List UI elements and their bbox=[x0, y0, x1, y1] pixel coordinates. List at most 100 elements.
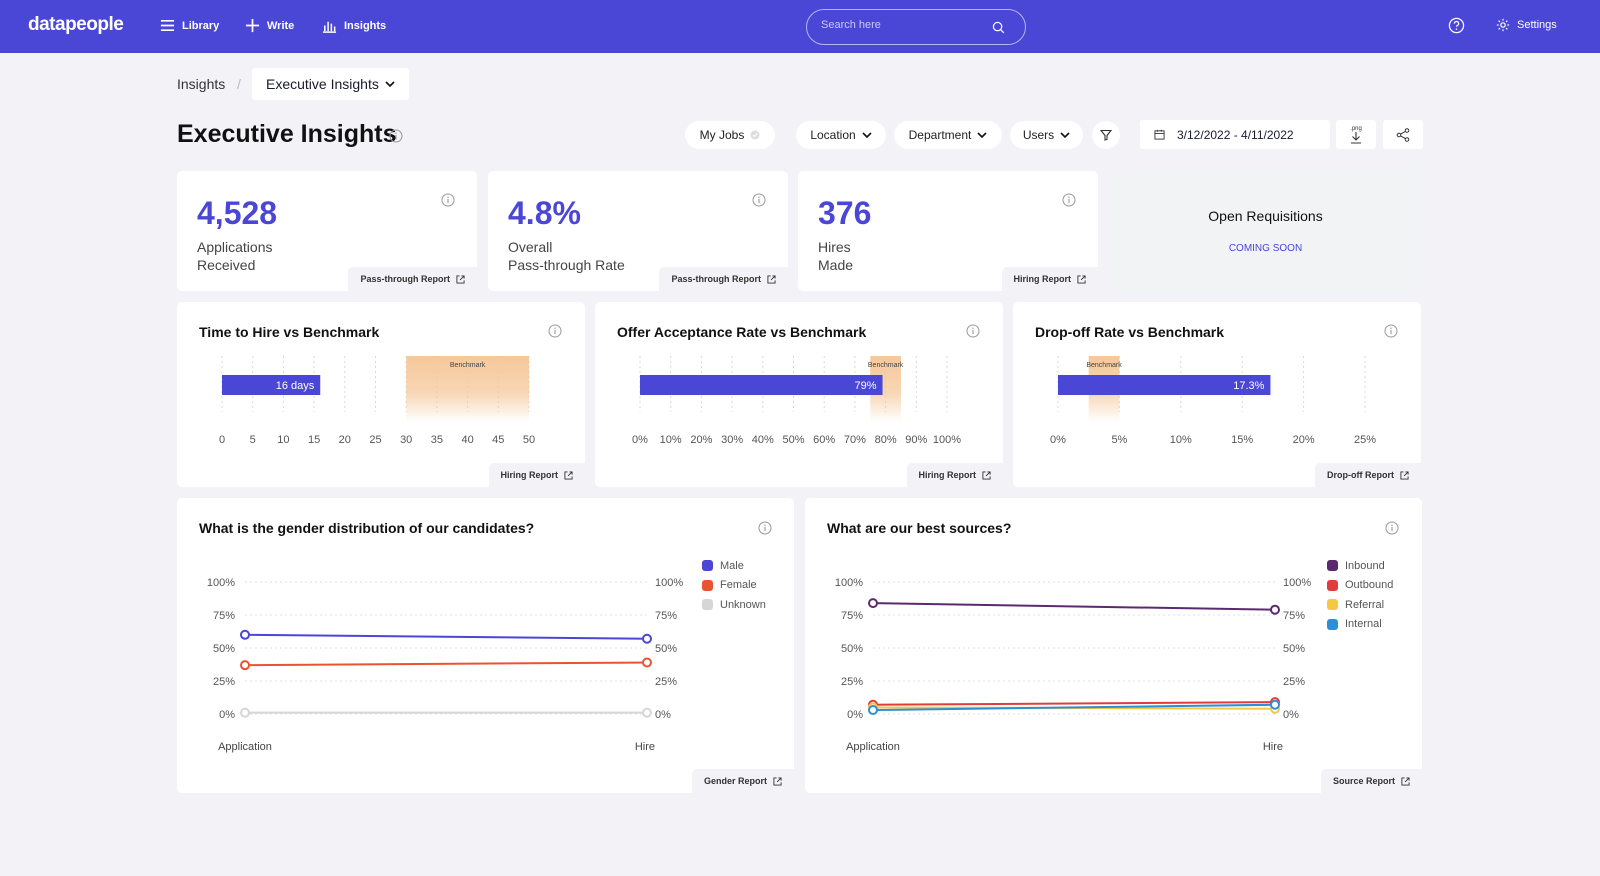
search-box bbox=[806, 9, 1026, 45]
y-tick-label: 75% bbox=[841, 610, 863, 622]
users-filter[interactable]: Users bbox=[1010, 121, 1083, 149]
gender-report-link[interactable]: Gender Report bbox=[691, 769, 794, 793]
tick-label: 20% bbox=[1293, 434, 1315, 446]
value-label: 79% bbox=[854, 380, 876, 392]
data-point bbox=[1270, 604, 1280, 615]
gear-icon bbox=[1496, 18, 1510, 32]
breadcrumb-dropdown[interactable]: Executive Insights bbox=[252, 68, 409, 100]
data-point bbox=[868, 598, 878, 609]
kpi-label-line2: Pass-through Rate bbox=[508, 257, 625, 273]
info-icon[interactable] bbox=[548, 324, 562, 338]
x-tick-label: Hire bbox=[635, 741, 655, 753]
kpi-label-line1: Hires bbox=[818, 239, 851, 255]
y-tick-label-right: 100% bbox=[655, 577, 683, 589]
benchmark-label: Benchmark bbox=[1086, 362, 1122, 369]
external-link-icon bbox=[982, 470, 991, 480]
y-tick-label: 100% bbox=[835, 577, 863, 589]
y-tick-label-right: 100% bbox=[1283, 577, 1311, 589]
legend-swatch bbox=[1327, 599, 1338, 611]
kpi-card-hires: 376 Hires Made Hiring Report bbox=[798, 171, 1098, 291]
search-icon[interactable] bbox=[992, 21, 1005, 34]
search-input[interactable] bbox=[821, 19, 991, 31]
hiring-report-link[interactable]: Hiring Report bbox=[906, 463, 1003, 487]
data-point bbox=[240, 629, 250, 640]
department-filter[interactable]: Department bbox=[894, 121, 1002, 149]
tick-label: 25 bbox=[369, 434, 381, 446]
legend-swatch bbox=[1327, 560, 1338, 572]
my-jobs-toggle[interactable]: My Jobs bbox=[685, 121, 775, 149]
info-icon[interactable] bbox=[441, 193, 455, 207]
pass-through-report-link[interactable]: Pass-through Report bbox=[348, 267, 477, 291]
tick-label: 10 bbox=[277, 434, 289, 446]
legend-item-inbound[interactable]: Inbound bbox=[1327, 556, 1393, 576]
legend-label: Inbound bbox=[1345, 559, 1385, 572]
info-icon[interactable] bbox=[1385, 521, 1399, 535]
filter-button[interactable] bbox=[1092, 121, 1120, 149]
department-label: Department bbox=[908, 128, 972, 142]
nav-write-label: Write bbox=[267, 19, 295, 32]
external-link-icon bbox=[1400, 470, 1409, 480]
date-range-value: 3/12/2022 - 4/11/2022 bbox=[1177, 127, 1294, 142]
kpi-label-line1: Overall bbox=[508, 239, 553, 255]
tick-label: 45 bbox=[492, 434, 504, 446]
nav-write[interactable]: Write bbox=[245, 18, 294, 33]
tick-label: 50% bbox=[782, 434, 804, 446]
report-link-label: Hiring Report bbox=[500, 470, 559, 480]
info-icon[interactable] bbox=[752, 193, 766, 207]
drop-off-report-link[interactable]: Drop-off Report bbox=[1315, 463, 1421, 487]
legend-swatch bbox=[702, 599, 713, 611]
legend-label: Male bbox=[720, 559, 744, 572]
nav-library-label: Library bbox=[182, 19, 220, 32]
legend-item-unknown[interactable]: Unknown bbox=[702, 595, 766, 615]
legend-item-outbound[interactable]: Outbound bbox=[1327, 576, 1393, 596]
value-label: 16 days bbox=[276, 380, 315, 392]
y-tick-label: 50% bbox=[841, 643, 863, 655]
info-icon[interactable] bbox=[758, 521, 772, 535]
share-button[interactable] bbox=[1383, 120, 1423, 149]
tick-label: 15% bbox=[1231, 434, 1253, 446]
y-tick-label: 0% bbox=[219, 709, 235, 721]
source-report-link[interactable]: Source Report bbox=[1320, 769, 1422, 793]
page-title: Executive Insights bbox=[177, 120, 397, 148]
users-label: Users bbox=[1022, 128, 1055, 142]
value-bar bbox=[1058, 375, 1271, 395]
location-filter[interactable]: Location bbox=[796, 121, 886, 149]
time-to-hire-chart: Benchmark 16 days 0 5 10 15 20 25 30 35 40 45 50 bbox=[219, 356, 535, 446]
data-point bbox=[868, 705, 878, 716]
tick-label: 0% bbox=[1050, 434, 1066, 446]
hiring-report-link[interactable]: Hiring Report bbox=[488, 463, 585, 487]
kpi-card-pass-through: 4.8% Overall Pass-through Rate Pass-thro… bbox=[488, 171, 788, 291]
report-link-label: Hiring Report bbox=[1013, 274, 1072, 284]
breadcrumb-insights[interactable]: Insights bbox=[177, 76, 226, 92]
info-icon[interactable] bbox=[1062, 193, 1076, 207]
nav-library[interactable]: Library bbox=[160, 18, 219, 33]
help-icon[interactable] bbox=[1448, 17, 1465, 34]
info-icon[interactable] bbox=[389, 129, 403, 143]
info-icon[interactable] bbox=[966, 324, 980, 338]
hiring-report-link[interactable]: Hiring Report bbox=[1001, 267, 1098, 291]
download-png-button[interactable]: .png bbox=[1336, 120, 1376, 149]
external-link-icon bbox=[767, 274, 776, 284]
logo[interactable]: datapeople bbox=[28, 14, 124, 35]
info-icon[interactable] bbox=[1384, 324, 1398, 338]
date-range-picker[interactable]: 3/12/2022 - 4/11/2022 bbox=[1140, 120, 1330, 149]
tick-label: 10% bbox=[660, 434, 682, 446]
tick-label: 0% bbox=[632, 434, 648, 446]
legend-item-referral[interactable]: Referral bbox=[1327, 595, 1393, 615]
chart-legend: Inbound Outbound Referral Internal bbox=[1327, 556, 1393, 634]
png-label: .png bbox=[1350, 126, 1362, 132]
kpi-label-line2: Made bbox=[818, 257, 854, 273]
nav-insights[interactable]: Insights bbox=[322, 18, 386, 33]
chevron-down-icon bbox=[385, 80, 395, 87]
pass-through-report-link[interactable]: Pass-through Report bbox=[659, 267, 788, 291]
legend-item-female[interactable]: Female bbox=[702, 576, 766, 596]
legend-item-male[interactable]: Male bbox=[702, 556, 766, 576]
tick-label: 15 bbox=[308, 434, 320, 446]
settings-button[interactable]: Settings bbox=[1496, 18, 1557, 32]
open-requisitions-card: Open Requisitions COMING SOON bbox=[1109, 171, 1422, 291]
legend-item-internal[interactable]: Internal bbox=[1327, 615, 1393, 635]
chevron-down-icon bbox=[977, 131, 987, 138]
gender-distribution-card: What is the gender distribution of our c… bbox=[177, 498, 794, 793]
value-label: 17.3% bbox=[1233, 380, 1264, 392]
report-link-label: Pass-through Report bbox=[671, 274, 761, 284]
